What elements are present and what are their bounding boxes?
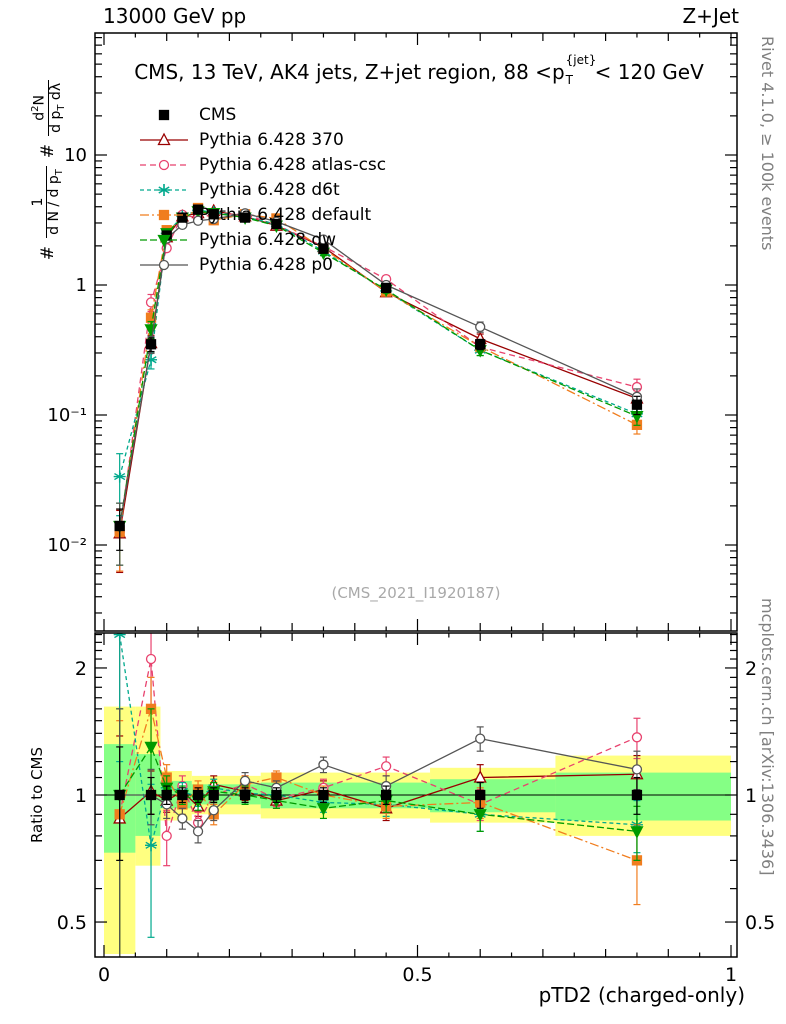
ylabel-frac2-num-a: d (31, 111, 48, 121)
legend-label-pythia-6-428-p0: Pythia 6.428 p0 (199, 254, 333, 275)
panel-title-suffix: < 120 GeV (594, 60, 704, 84)
legend-item-pythia-6-428-atlas-csc: Pythia 6.428 atlas-csc (138, 152, 386, 177)
legend-label-cms: CMS (199, 104, 237, 125)
band-green (430, 779, 556, 813)
rivet-version-label: Rivet 4.1.0, ≥ 100k events (758, 36, 777, 251)
series-ratio-pythia-6-428-d6t (113, 633, 643, 938)
ylabel-frac1-num: 1 (29, 197, 46, 207)
svg-text:10⁻²: 10⁻² (47, 535, 87, 556)
legend-item-pythia-6-428-370: Pythia 6.428 370 (138, 127, 386, 152)
legend-label-pythia-6-428-370: Pythia 6.428 370 (199, 129, 344, 150)
mcplots-reference-label: mcplots.cern.ch [arXiv:1306.3436] (758, 598, 777, 876)
panel-title-sub: T (565, 73, 573, 87)
ylabel-frac2-num: d2N (30, 95, 48, 121)
legend-marker-pythia-6-428-dw (140, 234, 188, 247)
axis-ticks (95, 33, 737, 957)
legend: CMS Pythia 6.428 370 Pythia 6.428 atlas-cs… (138, 102, 386, 277)
legend-label-pythia-6-428-atlas-csc: Pythia 6.428 atlas-csc (199, 154, 387, 175)
panel-title: CMS, 13 TeV, AK4 jets, Z+jet region, 88 … (100, 53, 738, 87)
ylabel-frac2-num-sup: 2 (29, 105, 41, 112)
svg-text:10⁻¹: 10⁻¹ (47, 405, 87, 426)
legend-item-pythia-6-428-dw: Pythia 6.428 dw (138, 227, 386, 252)
legend-marker-pythia-6-428-p0 (140, 259, 188, 270)
legend-item-pythia-6-428-d6t: Pythia 6.428 d6t (138, 177, 386, 202)
main-panel-frame (94, 32, 738, 632)
svg-text:2: 2 (745, 658, 757, 680)
ylabel-fraction-2: d2N d pT dλ (30, 79, 67, 136)
ylabel-hash-2: # (38, 143, 58, 159)
panel-title-sup: {jet} (565, 53, 597, 67)
svg-text:2: 2 (75, 658, 87, 680)
beam-energy-label: 13000 GeV pp (103, 4, 247, 28)
ylabel-frac1-den-text: d N / d p (46, 175, 63, 235)
svg-text:1: 1 (725, 964, 737, 986)
ylabel-frac2-den-a: d p (47, 110, 64, 133)
ylabel-fraction-1: 1 d N / d pT (29, 166, 66, 238)
legend-marker-pythia-6-428-370 (140, 132, 188, 145)
ylabel-frac2-den-sub: T (55, 104, 67, 111)
svg-text:0.5: 0.5 (745, 912, 775, 934)
panel-title-prefix: CMS, 13 TeV, AK4 jets, Z+jet region, 88 … (134, 60, 565, 84)
legend-marker-pythia-6-428-default (140, 209, 188, 220)
legend-label-pythia-6-428-dw: Pythia 6.428 dw (199, 229, 337, 250)
ylabel-frac1-den: d N / d pT (46, 166, 66, 238)
svg-text:1: 1 (75, 785, 87, 807)
legend-item-pythia-6-428-default: Pythia 6.428 default (138, 202, 386, 227)
legend-marker-cms (158, 109, 170, 120)
legend-item-pythia-6-428-p0: Pythia 6.428 p0 (138, 252, 386, 277)
ylabel-frac2-den: d pT dλ (47, 79, 67, 136)
series-ratio-pythia-6-428-default (114, 676, 643, 957)
ylabel-frac2-den-b: dλ (47, 82, 64, 105)
ratio-y-axis-label: Ratio to CMS (28, 746, 46, 844)
ylabel-hash-1: # (38, 245, 58, 261)
svg-text:0: 0 (98, 964, 110, 986)
analysis-watermark: (CMS_2021_I1920187) (331, 584, 501, 602)
series-ratio-cms (114, 746, 643, 861)
x-axis-label: pTD2 (charged-only) (538, 983, 745, 1007)
legend-marker-pythia-6-428-d6t (140, 183, 188, 196)
process-label: Z+Jet (682, 4, 739, 28)
ylabel-frac2-num-b: N (31, 95, 48, 106)
svg-text:0.5: 0.5 (402, 964, 432, 986)
svg-text:0.5: 0.5 (57, 912, 87, 934)
pt-jet-stack: {jet} T (565, 53, 597, 87)
svg-text:1: 1 (745, 785, 757, 807)
legend-label-pythia-6-428-d6t: Pythia 6.428 d6t (199, 179, 340, 200)
svg-text:1: 1 (76, 275, 87, 296)
main-y-axis-label: # 1 d N / d pT # d2N d pT dλ (26, 10, 70, 330)
ylabel-frac1-den-sub: T (54, 169, 66, 176)
legend-marker-pythia-6-428-atlas-csc (140, 159, 188, 170)
legend-label-pythia-6-428-default: Pythia 6.428 default (199, 204, 372, 225)
band-green (555, 772, 731, 821)
svg-text:10: 10 (64, 145, 87, 166)
tick-labels: 10 1 10⁻¹ 10⁻² 2 2 1 1 0.5 0.5 0 0.5 1 (47, 145, 775, 986)
legend-item-cms: CMS (138, 102, 386, 127)
